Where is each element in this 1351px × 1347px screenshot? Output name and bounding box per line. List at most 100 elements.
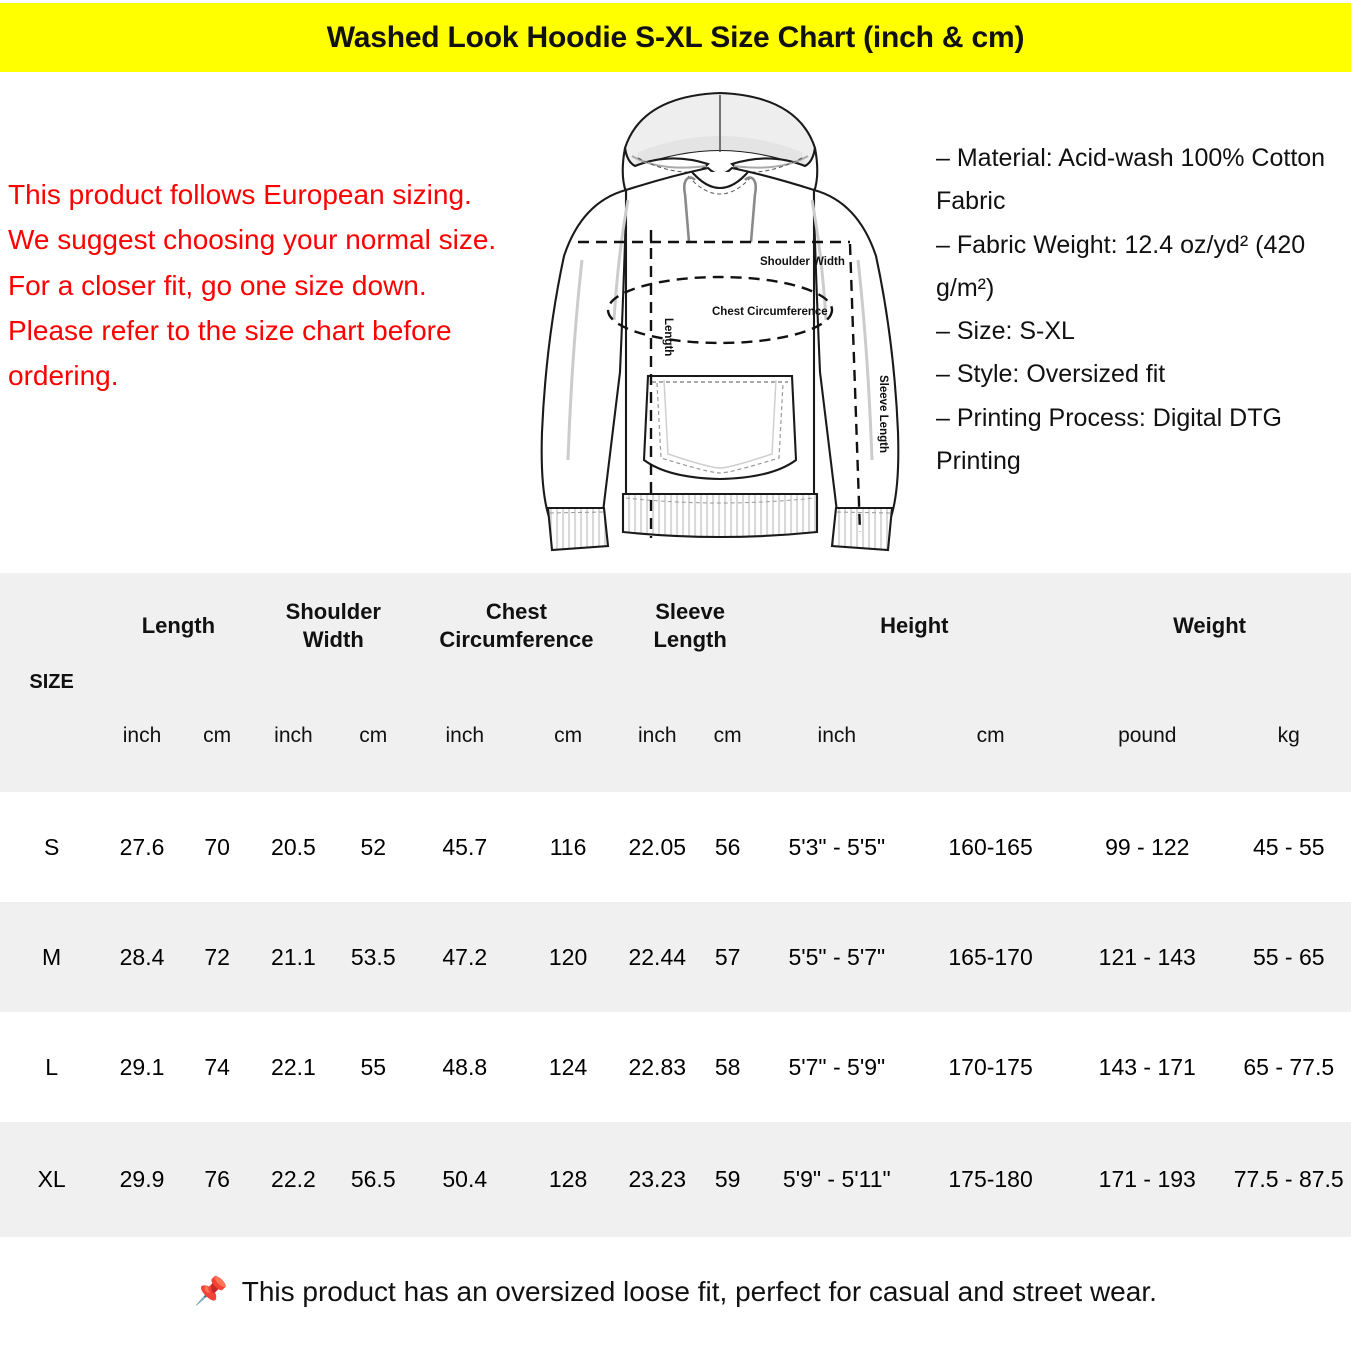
cell-length-cm: 72	[204, 943, 230, 970]
left-armhole-shade	[612, 199, 630, 321]
cell-length-inch: 27.6	[119, 833, 165, 860]
right-sleeve-fold	[856, 259, 874, 461]
cell-size: XL	[37, 1166, 66, 1192]
size-chart-table-wrapper: SIZE Length Shoulder Width Chest Circumf…	[0, 573, 1351, 1237]
header-unit-weight-pound: pound	[1068, 679, 1227, 792]
waist-hem-rib	[621, 492, 819, 539]
cell-height-inch: 5'5" - 5'7"	[788, 943, 886, 970]
cell-weight-kg: 65 - 77.5	[1243, 1053, 1335, 1080]
cell-length-cm: 74	[204, 1053, 230, 1080]
right-cuff	[830, 506, 894, 552]
right-cuff-stitch	[834, 511, 891, 514]
product-spec-list: – Material: Acid-wash 100% Cotton Fabric…	[936, 137, 1341, 483]
header-unit-sleeve-cm: cm	[694, 679, 761, 792]
cell-chest-inch: 45.7	[442, 833, 488, 860]
cell-chest-cm: 116	[549, 833, 587, 860]
neck-stitch	[687, 175, 753, 195]
size-chart-table: SIZE Length Shoulder Width Chest Circumf…	[0, 573, 1351, 1237]
cell-sleeve-inch: 22.05	[628, 833, 687, 860]
sizing-notice-line-2: For a closer fit, go one size down. Plea…	[8, 269, 452, 392]
cell-sleeve-inch: 22.44	[628, 943, 687, 970]
cell-weight-pound: 143 - 171	[1098, 1053, 1196, 1080]
hood-left-stitch	[637, 157, 713, 173]
page-title: Washed Look Hoodie S-XL Size Chart (inch…	[326, 20, 1025, 54]
spec-size: – Size: S-XL	[936, 317, 1075, 345]
cell-height-cm: 165-170	[948, 943, 1033, 970]
chest-circumference-label: Chest Circumference	[712, 306, 828, 318]
sleeve-length-label: Sleeve Length	[877, 375, 889, 453]
cell-weight-pound: 99 - 122	[1105, 833, 1190, 860]
kangaroo-pocket	[642, 374, 798, 481]
header-unit-sleeve-inch: inch	[619, 679, 695, 792]
cell-sleeve-cm: 56	[714, 833, 741, 860]
header-group-sleeve-length: Sleeve Length	[619, 573, 761, 679]
cell-shoulder-cm: 56.5	[350, 1166, 396, 1192]
header-group-chest-circumference: Chest Circumference	[413, 573, 620, 679]
cell-shoulder-inch: 20.5	[271, 833, 316, 860]
table-row: S 27.6 70 20.5 52 45.7 116 22.05 56 5'3"…	[0, 792, 1351, 902]
header-size: SIZE	[0, 573, 104, 792]
cell-weight-kg: 77.5 - 87.5	[1233, 1166, 1344, 1192]
length-label: Length	[662, 318, 674, 356]
header-group-length: Length	[103, 573, 254, 679]
drawstring-left	[682, 176, 696, 243]
cell-height-inch: 5'9" - 5'11"	[782, 1166, 891, 1192]
cell-sleeve-inch: 23.23	[628, 1166, 687, 1192]
footer-note-text: This product has an oversized loose fit,…	[241, 1276, 1157, 1307]
cell-sleeve-cm: 58	[714, 1053, 741, 1080]
spec-material: – Material: Acid-wash 100% Cotton Fabric	[936, 144, 1333, 216]
cell-sleeve-cm: 59	[714, 1166, 741, 1192]
cell-chest-inch: 50.4	[442, 1166, 488, 1192]
cell-shoulder-inch: 21.1	[271, 943, 316, 970]
header-unit-length-inch: inch	[103, 679, 181, 792]
cell-sleeve-cm: 57	[714, 943, 741, 970]
cell-weight-pound: 121 - 143	[1098, 943, 1196, 970]
footer-note: 📌 This product has an oversized loose fi…	[0, 1237, 1351, 1347]
header-unit-height-inch: inch	[760, 679, 914, 792]
cell-size: S	[43, 833, 60, 860]
left-sleeve	[540, 188, 628, 522]
cell-height-cm: 170-175	[948, 1053, 1033, 1080]
header-group-weight: Weight	[1068, 573, 1351, 679]
header-unit-chest-inch: inch	[413, 679, 517, 792]
hood-inner-shade	[635, 136, 805, 166]
shoulder-width-label: Shoulder Width	[760, 256, 845, 268]
cell-chest-inch: 47.2	[442, 943, 488, 970]
hem-stitch	[625, 497, 815, 504]
header-unit-length-cm: cm	[180, 679, 254, 792]
drawstring-right	[744, 176, 758, 243]
footer-note-inner: 📌 This product has an oversized loose fi…	[194, 1276, 1157, 1308]
header-unit-height-cm: cm	[913, 679, 1069, 792]
hoodie-diagram: Shoulder Width Chest Circumference Lengt…	[520, 80, 920, 565]
cell-length-inch: 28.4	[119, 943, 165, 970]
cell-length-cm: 70	[204, 833, 230, 860]
header-unit-shoulder-inch: inch	[253, 679, 334, 792]
right-armhole-shade	[810, 199, 828, 321]
cell-shoulder-cm: 52	[360, 833, 387, 860]
pocket-inner-stitch	[656, 382, 784, 474]
spec-printing-process: – Printing Process: Digital DTG Printing	[936, 403, 1289, 475]
cell-length-inch: 29.9	[119, 1166, 165, 1192]
neck-opening	[691, 171, 749, 189]
cell-height-cm: 175-180	[948, 1166, 1033, 1192]
cell-height-cm: 160-165	[948, 833, 1033, 860]
cell-length-cm: 76	[204, 1166, 230, 1192]
header-group-height: Height	[760, 573, 1069, 679]
sizing-notice: This product follows European sizing. We…	[8, 172, 518, 399]
cell-weight-pound: 171 - 193	[1098, 1166, 1196, 1192]
header-unit-shoulder-cm: cm	[333, 679, 414, 792]
pushpin-icon: 📌	[194, 1275, 228, 1306]
cell-shoulder-inch: 22.1	[271, 1053, 316, 1080]
cell-size: L	[45, 1053, 59, 1080]
left-sleeve-fold	[566, 259, 584, 461]
cell-sleeve-inch: 22.83	[628, 1053, 687, 1080]
table-row: XL 29.9 76 22.2 56.5 50.4 128 23.23 59 5…	[0, 1122, 1351, 1237]
table-header-unit-row: inch cm inch cm inch cm inch cm inch cm …	[0, 679, 1351, 792]
cell-shoulder-cm: 53.5	[350, 943, 396, 970]
cell-shoulder-cm: 55	[360, 1053, 387, 1080]
chest-circumference-guide	[606, 275, 834, 345]
cell-shoulder-inch: 22.2	[271, 1166, 316, 1192]
cell-chest-cm: 124	[548, 1053, 588, 1080]
cell-weight-kg: 55 - 65	[1252, 943, 1325, 970]
pocket-shade	[663, 379, 777, 469]
